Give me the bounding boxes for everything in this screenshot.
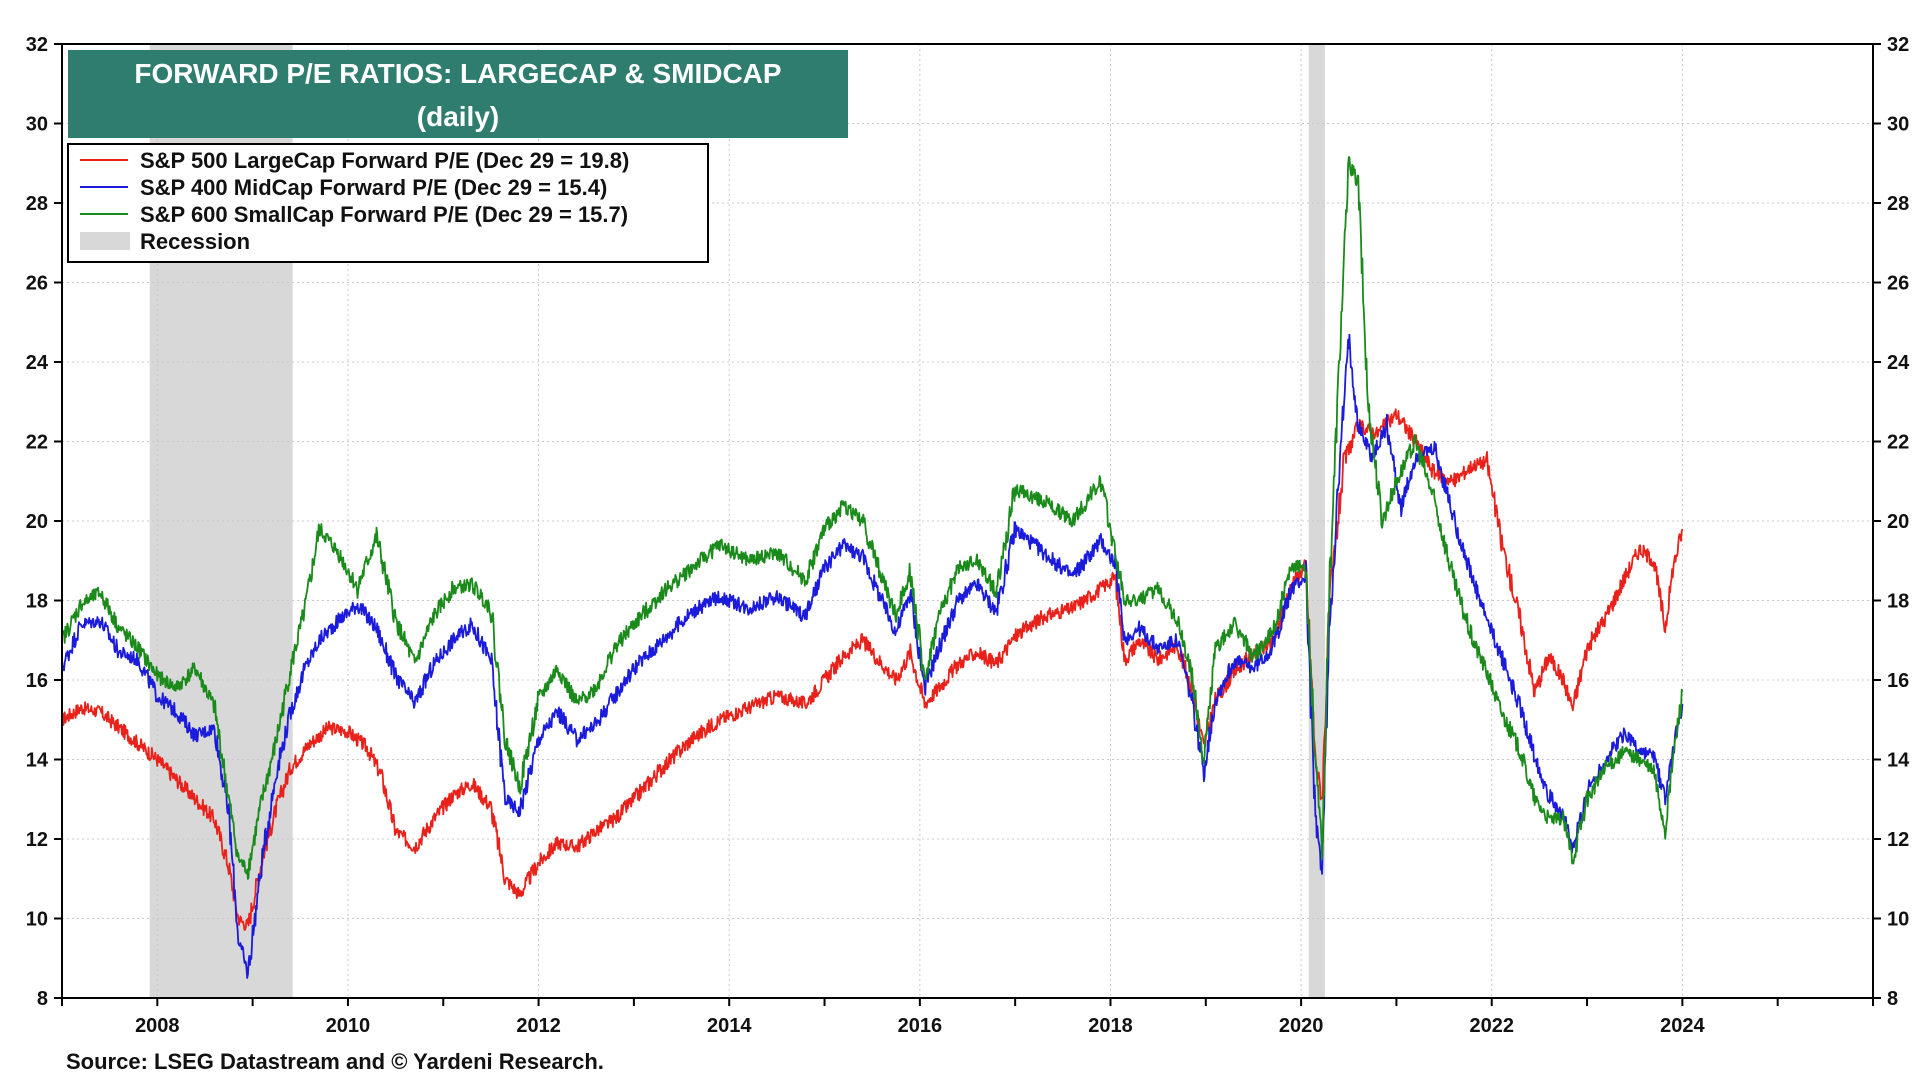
y-tick-label-right: 18 <box>1887 591 1909 613</box>
grid <box>62 43 1873 999</box>
y-tick-label-left: 10 <box>26 909 48 931</box>
y-tick-label-left: 22 <box>26 432 48 454</box>
x-tick-label: 2020 <box>1279 1015 1324 1037</box>
y-tick-label-left: 20 <box>26 511 48 533</box>
chart-title-box <box>68 50 848 138</box>
series-lines <box>61 156 1684 979</box>
x-tick-label: 2022 <box>1469 1015 1514 1037</box>
y-tick-label-right: 32 <box>1887 34 1909 56</box>
y-tick-label-right: 12 <box>1887 829 1909 851</box>
y-tick-label-right: 8 <box>1887 988 1898 1010</box>
series-line-1 <box>61 333 1684 979</box>
y-tick-label-right: 14 <box>1887 750 1910 772</box>
y-tick-label-left: 18 <box>26 591 48 613</box>
x-tick-label: 2012 <box>516 1015 561 1037</box>
series-line-2 <box>61 156 1684 880</box>
y-tick-label-right: 28 <box>1887 193 1909 215</box>
x-tick-label: 2014 <box>707 1015 752 1037</box>
x-tick-label: 2010 <box>326 1015 371 1037</box>
y-tick-label-right: 10 <box>1887 909 1909 931</box>
x-tick-label: 2016 <box>898 1015 943 1037</box>
legend-swatch-recession <box>80 232 130 250</box>
y-tick-label-right: 30 <box>1887 114 1909 136</box>
legend-label-sp600: S&P 600 SmallCap Forward P/E (Dec 29 = 1… <box>140 202 628 227</box>
y-tick-label-left: 14 <box>26 750 49 772</box>
x-tick-label: 2024 <box>1660 1015 1705 1037</box>
y-tick-label-left: 24 <box>26 352 49 374</box>
x-tick-label: 2018 <box>1088 1015 1133 1037</box>
chart-subtitle: (daily) <box>417 101 499 132</box>
y-tick-label-right: 20 <box>1887 511 1909 533</box>
y-tick-label-right: 26 <box>1887 273 1909 295</box>
legend-box <box>67 143 709 263</box>
y-tick-label-left: 30 <box>26 114 48 136</box>
y-tick-label-right: 16 <box>1887 670 1909 692</box>
legend-label-recession: Recession <box>140 229 250 254</box>
legend: S&P 500 LargeCap Forward P/E (Dec 29 = 1… <box>67 143 709 263</box>
chart-title: FORWARD P/E RATIOS: LARGECAP & SMIDCAP <box>134 58 781 89</box>
legend-label-sp400: S&P 400 MidCap Forward P/E (Dec 29 = 15.… <box>140 175 607 200</box>
x-tick-label: 2008 <box>135 1015 180 1037</box>
source-note: Source: LSEG Datastream and © Yardeni Re… <box>66 1049 604 1074</box>
y-tick-label-right: 24 <box>1887 352 1910 374</box>
series-line-0 <box>61 408 1684 931</box>
y-tick-label-left: 16 <box>26 670 48 692</box>
legend-label-sp500: S&P 500 LargeCap Forward P/E (Dec 29 = 1… <box>140 148 629 173</box>
y-tick-label-left: 26 <box>26 273 48 295</box>
y-tick-label-right: 22 <box>1887 432 1909 454</box>
y-tick-label-left: 8 <box>37 988 48 1010</box>
y-tick-label-left: 12 <box>26 829 48 851</box>
y-tick-label-left: 32 <box>26 34 48 56</box>
y-tick-label-left: 28 <box>26 193 48 215</box>
